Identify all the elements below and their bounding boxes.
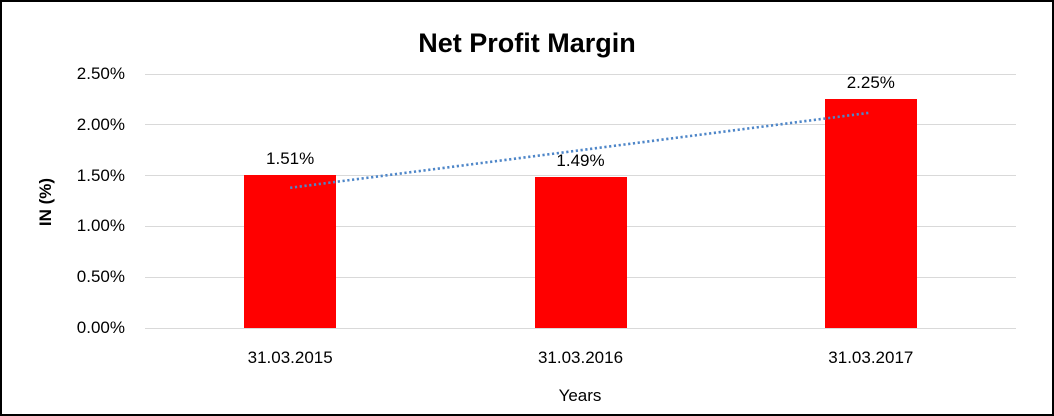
y-tick-label: 1.00% <box>76 216 125 236</box>
x-tick-label: 31.03.2017 <box>828 348 914 367</box>
y-tick-label: 2.00% <box>76 114 125 134</box>
x-tick-label: 31.03.2016 <box>537 348 624 367</box>
bar-31.03.2015 <box>244 174 337 328</box>
gridline <box>145 73 1016 75</box>
bar-data-label: 2.25% <box>846 73 895 93</box>
bar-data-label: 1.49% <box>556 150 605 170</box>
bar-data-label: 1.51% <box>266 148 315 168</box>
y-tick-label: 0.00% <box>76 318 125 337</box>
y-tick-label: 1.50% <box>76 165 125 185</box>
gridline <box>145 327 1016 329</box>
y-tick-label: 2.50% <box>76 64 125 83</box>
bar-31.03.2016 <box>534 176 627 328</box>
x-axis-title: Years <box>558 386 602 405</box>
chart-title: Net Profit Margin <box>418 28 636 58</box>
y-axis-title: IN (%) <box>36 177 55 227</box>
x-tick-label: 31.03.2015 <box>247 348 333 367</box>
y-tick-label: 0.50% <box>76 267 125 287</box>
bar-31.03.2017 <box>824 99 917 328</box>
